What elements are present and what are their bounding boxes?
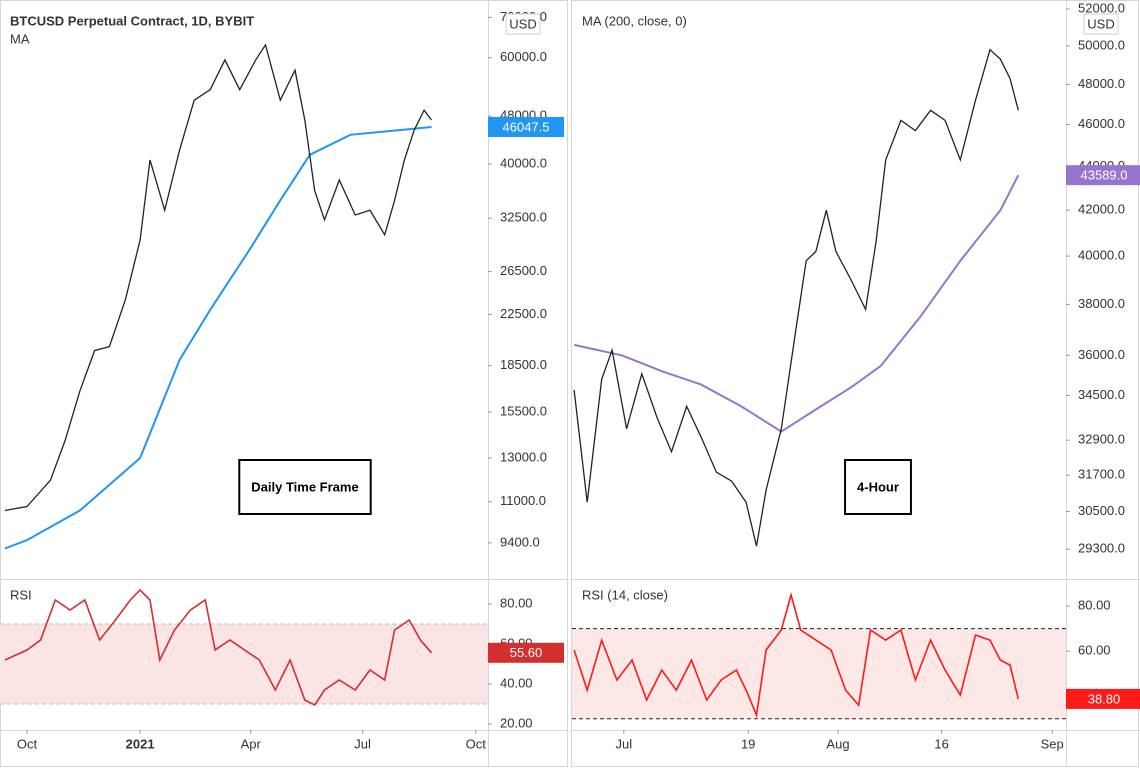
y-tick-label: 46000.0: [1078, 116, 1125, 131]
rsi-last-label-bg: [488, 642, 564, 663]
x-tick-label: Jul: [616, 736, 633, 751]
ma-last-label: 43589.0: [1081, 168, 1128, 183]
x-tick-label: 2021: [126, 736, 155, 751]
x-tick-label: Oct: [17, 736, 38, 751]
y-tick-label: 40000.0: [500, 155, 547, 170]
rsi-y-tick-label: 80.00: [1078, 598, 1111, 613]
ma-legend: MA (200, close, 0): [582, 13, 687, 28]
rsi-legend: RSI (14, close): [582, 587, 668, 602]
rsi-y-tick-label: 40.00: [500, 675, 533, 690]
ma-legend: MA: [10, 31, 30, 46]
x-tick-label: Sep: [1041, 736, 1064, 751]
y-tick-label: 18500.0: [500, 357, 547, 372]
currency-label: USD: [1087, 16, 1114, 31]
rsi-y-tick-label: 80.00: [500, 595, 533, 610]
rsi-y-tick-label: 20.00: [500, 715, 533, 730]
annotation: Daily Time Frame: [251, 479, 358, 494]
price-line: [4, 43, 433, 512]
ma-line: [573, 174, 1020, 433]
x-tick-label: Apr: [241, 736, 262, 751]
currency-box: [505, 13, 541, 35]
rsi-y-tick-label: 60.00: [1078, 643, 1111, 658]
left-frame: [0, 0, 568, 767]
annotation: 4-Hour: [857, 479, 899, 494]
rsi-last-label: 38.80: [1088, 691, 1121, 706]
currency-label: USD: [509, 16, 536, 31]
y-tick-label: 38000.0: [1078, 296, 1125, 311]
x-tick-label: 16: [934, 736, 948, 751]
annotation-box: [844, 459, 912, 515]
y-tick-label: 52000.0: [1078, 0, 1125, 15]
y-tick-label: 32900.0: [1078, 432, 1125, 447]
rsi-last-label-bg: [1066, 688, 1140, 709]
x-tick-label: Oct: [466, 736, 487, 751]
ma-line: [4, 126, 432, 550]
rsi-line: [573, 591, 1020, 719]
rsi-band: [572, 628, 1066, 719]
y-tick-label: 40000.0: [1078, 248, 1125, 263]
y-tick-label: 11000.0: [500, 493, 546, 508]
rsi-line: [4, 588, 433, 707]
y-tick-label: 22500.0: [500, 306, 547, 321]
x-tick-label: Jul: [354, 736, 371, 751]
price-line: [573, 48, 1019, 547]
y-tick-label: 13000.0: [500, 449, 547, 464]
y-tick-label: 9400.0: [500, 534, 540, 549]
y-tick-label: 34500.0: [1078, 387, 1125, 402]
chart-title: BTCUSD Perpetual Contract, 1D, BYBIT: [10, 13, 254, 28]
rsi-legend: RSI: [10, 587, 32, 602]
currency-box: [1083, 13, 1119, 35]
y-tick-label: 36000.0: [1078, 347, 1125, 362]
rsi-last-label: 55.60: [510, 645, 543, 660]
y-tick-label: 31700.0: [1078, 467, 1125, 482]
y-tick-label: 42000.0: [1078, 202, 1125, 217]
x-tick-label: Aug: [826, 736, 849, 751]
right-frame: [571, 0, 1139, 767]
x-tick-label: 19: [741, 736, 755, 751]
y-tick-label: 30500.0: [1078, 503, 1125, 518]
y-tick-label: 60000.0: [500, 49, 547, 64]
ma-last-label-bg: [1066, 165, 1140, 186]
y-tick-label: 32500.0: [500, 210, 547, 225]
y-tick-label: 15500.0: [500, 403, 547, 418]
ma-last-label-bg: [488, 116, 564, 137]
y-tick-label: 29300.0: [1078, 541, 1125, 556]
y-tick-label: 48000.0: [1078, 76, 1125, 91]
y-tick-label: 26500.0: [500, 263, 547, 278]
annotation-box: [238, 459, 372, 515]
y-tick-label: 50000.0: [1078, 37, 1125, 52]
rsi-band: [0, 624, 488, 704]
ma-last-label: 46047.5: [503, 119, 550, 134]
